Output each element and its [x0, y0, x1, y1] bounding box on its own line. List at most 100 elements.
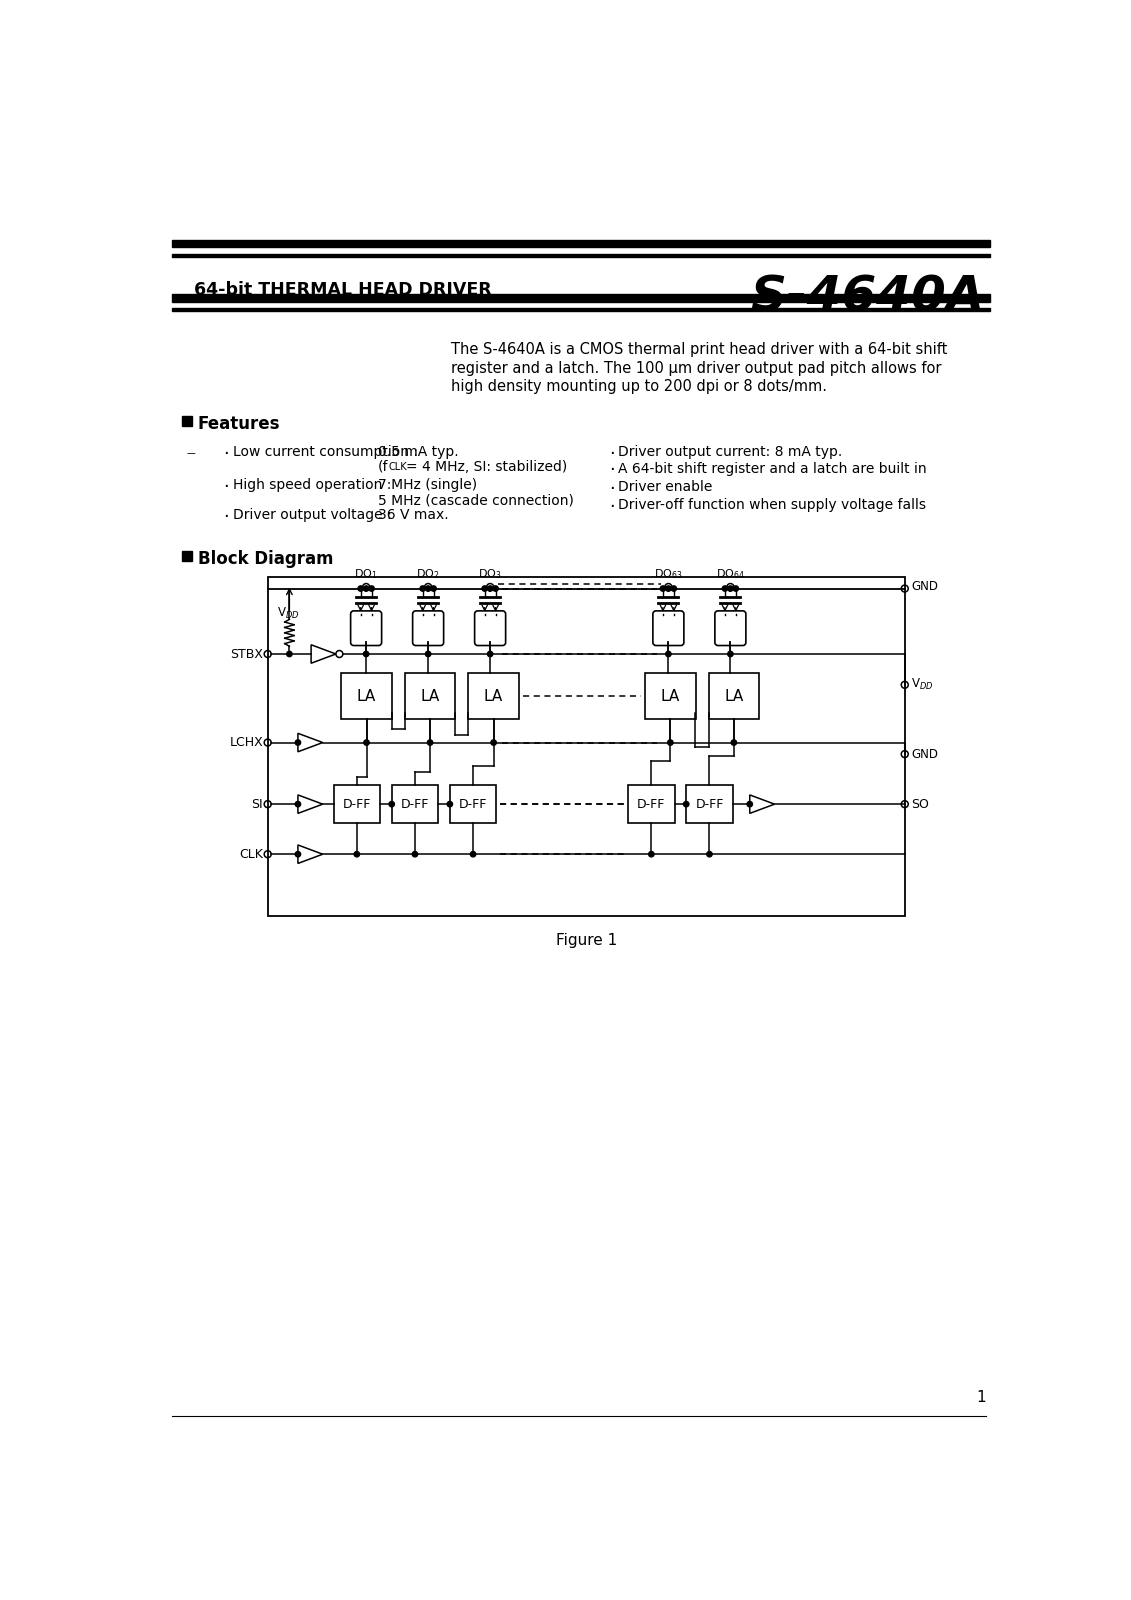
Bar — [268, 578, 905, 915]
Text: 64-bit THERMAL HEAD DRIVER: 64-bit THERMAL HEAD DRIVER — [195, 280, 492, 299]
Circle shape — [487, 651, 493, 656]
Text: LA: LA — [421, 690, 440, 704]
Bar — [172, 240, 990, 248]
Circle shape — [493, 586, 499, 592]
Circle shape — [648, 851, 654, 858]
Text: ·: · — [608, 480, 614, 498]
Text: high density mounting up to 200 dpi or 8 dots/mm.: high density mounting up to 200 dpi or 8… — [451, 379, 828, 394]
Text: LA: LA — [484, 690, 503, 704]
Text: ·: · — [224, 507, 230, 526]
Text: GND: GND — [910, 579, 938, 592]
Bar — [172, 309, 990, 312]
Text: STBX: STBX — [230, 648, 264, 661]
Bar — [182, 550, 192, 562]
Text: LA: LA — [724, 690, 743, 704]
Text: 36 V max.: 36 V max. — [378, 507, 448, 522]
Text: ·: · — [224, 445, 230, 462]
Text: ·: · — [608, 445, 614, 462]
Bar — [172, 294, 990, 302]
Circle shape — [369, 586, 374, 592]
Circle shape — [491, 739, 497, 746]
Circle shape — [727, 651, 733, 656]
Text: 7 MHz (single): 7 MHz (single) — [378, 478, 477, 493]
Text: register and a latch. The 100 μm driver output pad pitch allows for: register and a latch. The 100 μm driver … — [451, 360, 942, 376]
Text: LCHX: LCHX — [230, 736, 264, 749]
Circle shape — [470, 851, 476, 858]
Circle shape — [683, 802, 689, 806]
Circle shape — [671, 586, 676, 592]
Circle shape — [389, 802, 395, 806]
Bar — [334, 786, 380, 824]
Text: Figure 1: Figure 1 — [555, 933, 616, 947]
Circle shape — [666, 651, 671, 656]
Circle shape — [661, 586, 666, 592]
Bar — [709, 674, 759, 720]
Text: DO$_{64}$: DO$_{64}$ — [716, 566, 745, 581]
Circle shape — [359, 586, 363, 592]
Text: 1: 1 — [976, 1390, 986, 1405]
Circle shape — [428, 739, 433, 746]
Text: SI: SI — [251, 798, 264, 811]
Circle shape — [425, 651, 431, 656]
FancyBboxPatch shape — [413, 611, 443, 645]
Bar — [645, 674, 696, 720]
Bar — [342, 674, 391, 720]
Circle shape — [667, 739, 673, 746]
Text: Driver-off function when supply voltage falls: Driver-off function when supply voltage … — [618, 499, 926, 512]
Text: High speed operation :: High speed operation : — [233, 478, 391, 493]
FancyBboxPatch shape — [475, 611, 506, 645]
Bar — [405, 674, 456, 720]
Circle shape — [666, 586, 671, 592]
Text: LA: LA — [357, 690, 377, 704]
Text: DO$_{63}$: DO$_{63}$ — [654, 566, 683, 581]
Circle shape — [295, 802, 301, 806]
Text: ·: · — [608, 499, 614, 517]
Text: Driver output current: 8 mA typ.: Driver output current: 8 mA typ. — [618, 445, 843, 459]
Circle shape — [707, 851, 713, 858]
Circle shape — [363, 586, 369, 592]
Circle shape — [723, 586, 727, 592]
Text: (f: (f — [378, 459, 388, 474]
Text: Low current consumption :: Low current consumption : — [233, 445, 417, 459]
Text: Driver enable: Driver enable — [618, 480, 713, 494]
Circle shape — [295, 851, 301, 858]
Text: ·: · — [608, 461, 614, 480]
Circle shape — [354, 851, 360, 858]
Text: S-4640A: S-4640A — [750, 274, 985, 322]
Text: DO$_2$: DO$_2$ — [416, 566, 440, 581]
Circle shape — [487, 586, 493, 592]
FancyBboxPatch shape — [715, 611, 745, 645]
Circle shape — [431, 586, 437, 592]
Bar — [468, 674, 519, 720]
Circle shape — [748, 802, 752, 806]
Circle shape — [286, 651, 292, 656]
Bar — [450, 786, 497, 824]
FancyBboxPatch shape — [653, 611, 684, 645]
Circle shape — [364, 739, 369, 746]
Circle shape — [363, 651, 369, 656]
Text: D-FF: D-FF — [459, 798, 487, 811]
Text: D-FF: D-FF — [637, 798, 665, 811]
Circle shape — [425, 586, 431, 592]
Bar — [687, 786, 733, 824]
Text: A 64-bit shift register and a latch are built in: A 64-bit shift register and a latch are … — [618, 461, 926, 475]
Text: LA: LA — [661, 690, 680, 704]
Circle shape — [727, 586, 733, 592]
Text: = 4 MHz, SI: stabilized): = 4 MHz, SI: stabilized) — [406, 459, 567, 474]
Text: V$_{DD}$: V$_{DD}$ — [910, 677, 933, 693]
Circle shape — [447, 802, 452, 806]
Text: ––: –– — [187, 448, 196, 458]
Text: D-FF: D-FF — [400, 798, 429, 811]
Text: V$_{DD}$: V$_{DD}$ — [277, 605, 300, 621]
Circle shape — [482, 586, 487, 592]
Text: Driver output voltage :: Driver output voltage : — [233, 507, 391, 522]
Circle shape — [420, 586, 425, 592]
Text: Block Diagram: Block Diagram — [198, 550, 334, 568]
Text: CLK: CLK — [389, 462, 407, 472]
Text: DO$_3$: DO$_3$ — [478, 566, 502, 581]
Circle shape — [733, 586, 739, 592]
Circle shape — [731, 739, 736, 746]
Bar — [628, 786, 674, 824]
Text: 0.5 mA typ.: 0.5 mA typ. — [378, 445, 458, 459]
Bar — [182, 416, 192, 426]
